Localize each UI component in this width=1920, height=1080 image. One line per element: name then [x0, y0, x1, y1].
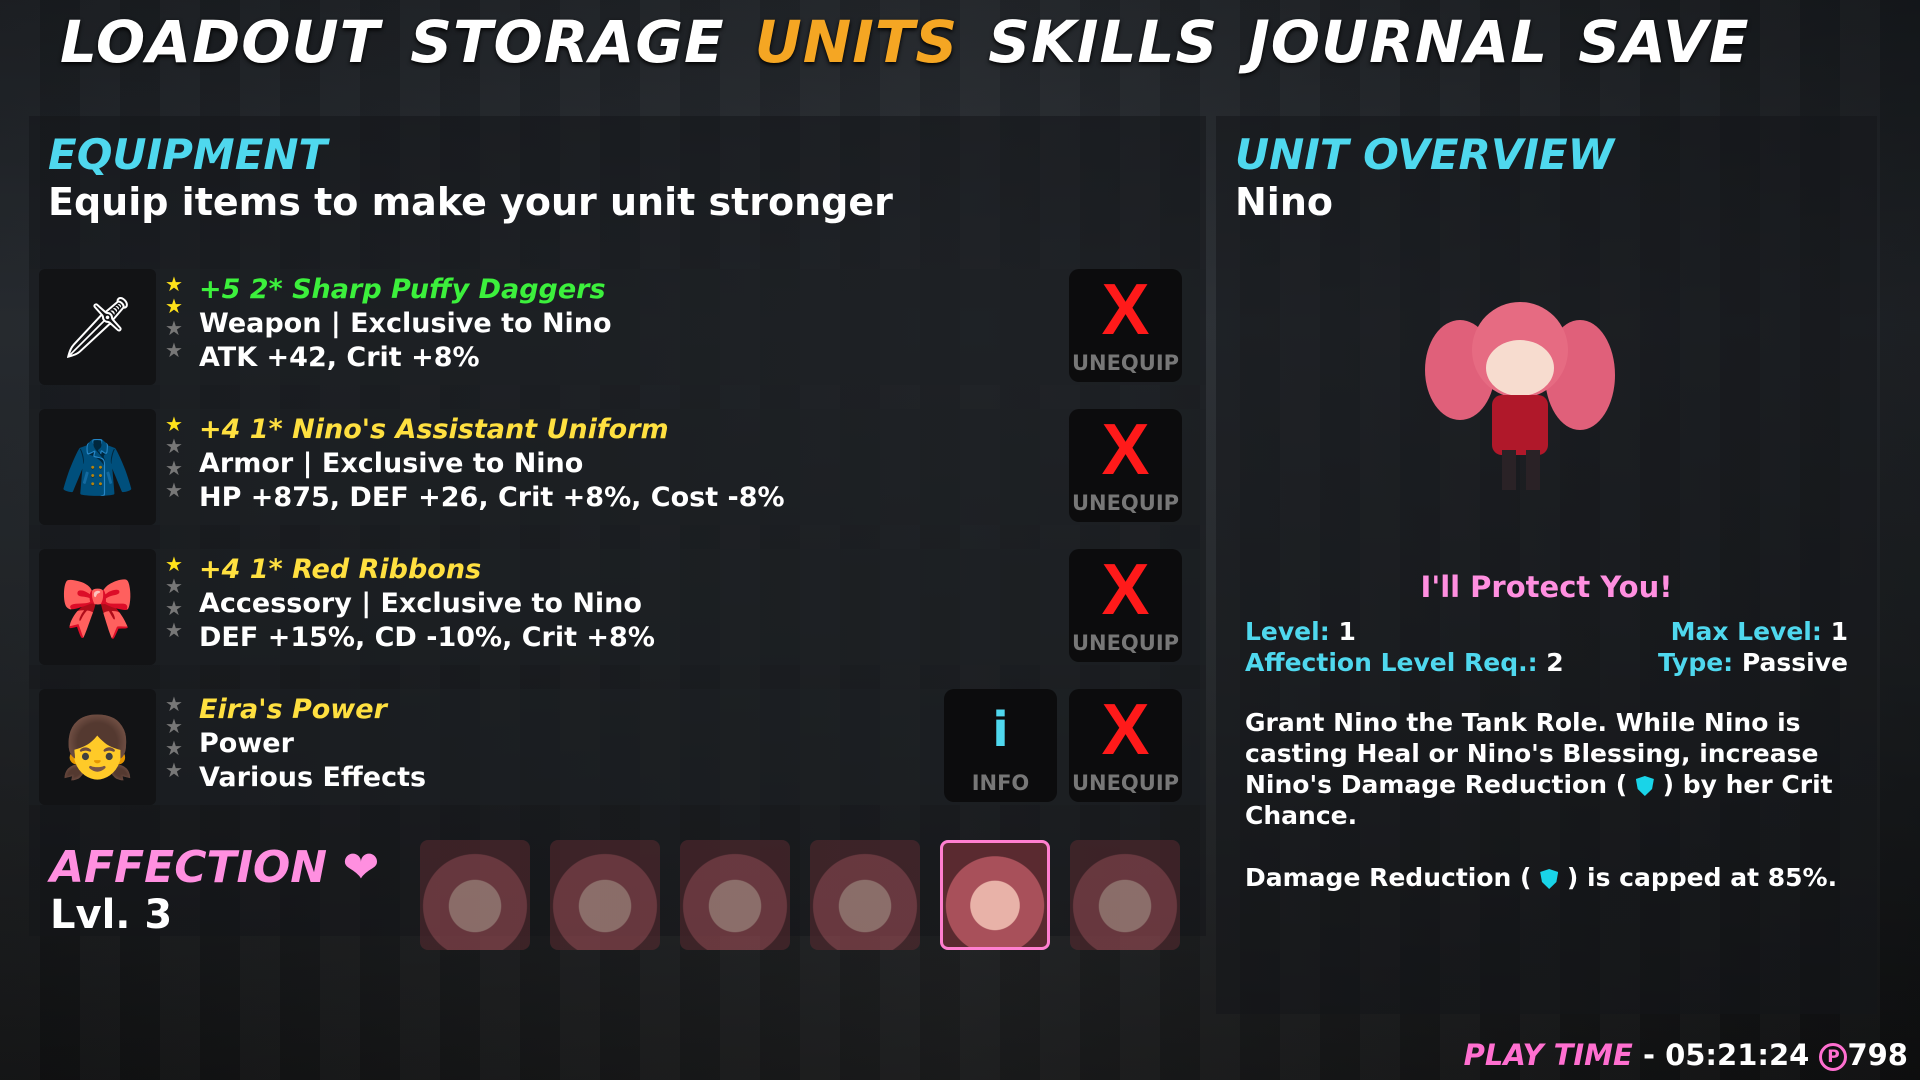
- affection-req-stat: Affection Level Req.: 2: [1245, 648, 1564, 677]
- info-icon: i: [992, 702, 1009, 758]
- item-stats: HP +875, DEF +26, Crit +8%, Cost -8%: [199, 482, 785, 513]
- star-icon: ★: [165, 434, 183, 458]
- nav-loadout[interactable]: LOADOUT: [60, 8, 381, 76]
- top-nav: LOADOUT STORAGE UNITS SKILLS JOURNAL SAV…: [60, 8, 1749, 76]
- item-name: Eira's Power: [199, 694, 387, 725]
- nav-journal[interactable]: JOURNAL: [1248, 8, 1549, 76]
- star-icon: ★: [165, 736, 183, 760]
- rarity-stars: ★ ★ ★ ★: [165, 553, 183, 641]
- x-icon: X: [1101, 550, 1150, 630]
- type-stat: Type: Passive: [1657, 648, 1848, 677]
- equipment-slot[interactable]: 🎀 ★ ★ ★ ★ +4 1* Red Ribbons Accessory | Exc…: [29, 549, 1206, 665]
- x-icon: X: [1101, 410, 1150, 490]
- affection-title: AFFECTION ❤: [50, 842, 380, 893]
- item-type: Weapon | Exclusive to Nino: [199, 308, 612, 339]
- unequip-button[interactable]: X UNEQUIP: [1069, 549, 1182, 662]
- item-stats: ATK +42, Crit +8%: [199, 342, 480, 373]
- equipment-subtitle: Equip items to make your unit stronger: [48, 180, 893, 224]
- star-icon: ★: [165, 758, 183, 782]
- equipment-slot[interactable]: 🧥 ★ ★ ★ ★ +4 1* Nino's Assistant Uniform Ar…: [29, 409, 1206, 525]
- rarity-stars: ★ ★ ★ ★: [165, 413, 183, 501]
- footer-status: PLAY TIME - 05:21:24 P 798: [1463, 1038, 1908, 1072]
- nav-storage[interactable]: STORAGE: [410, 8, 725, 76]
- star-icon: ★: [165, 294, 183, 318]
- shield-icon: [1540, 869, 1559, 889]
- item-stats: Various Effects: [199, 762, 427, 793]
- affection-level: Lvl. 3: [50, 892, 173, 938]
- uniform-icon: 🧥: [39, 409, 156, 525]
- star-icon: ★: [165, 478, 183, 502]
- affection-portrait[interactable]: [420, 840, 530, 950]
- currency-amount: 798: [1847, 1038, 1908, 1072]
- x-icon: X: [1101, 270, 1150, 350]
- item-type: Armor | Exclusive to Nino: [199, 448, 584, 479]
- star-icon: ★: [165, 574, 183, 598]
- item-name: +4 1* Red Ribbons: [199, 554, 482, 585]
- unequip-button[interactable]: X UNEQUIP: [1069, 409, 1182, 522]
- star-icon: ★: [165, 316, 183, 340]
- star-icon: ★: [165, 412, 183, 436]
- nino-chibi-sprite: [1425, 302, 1615, 490]
- unequip-button[interactable]: X UNEQUIP: [1069, 269, 1182, 382]
- affection-portrait[interactable]: [680, 840, 790, 950]
- star-icon: ★: [165, 338, 183, 362]
- eira-portrait: 👧: [39, 689, 156, 805]
- nav-units[interactable]: UNITS: [754, 8, 959, 76]
- currency-icon: P: [1819, 1043, 1848, 1071]
- rarity-stars: ★ ★ ★ ★: [165, 693, 183, 781]
- affection-portrait[interactable]: [940, 840, 1050, 950]
- star-icon: ★: [165, 272, 183, 296]
- unit-name: Nino: [1235, 180, 1333, 224]
- star-icon: ★: [165, 596, 183, 620]
- overview-title: UNIT OVERVIEW: [1235, 130, 1615, 179]
- ribbon-icon: 🎀: [39, 549, 156, 665]
- affection-portrait[interactable]: [550, 840, 660, 950]
- play-time: 05:21:24: [1665, 1038, 1810, 1072]
- info-button[interactable]: i INFO: [944, 689, 1057, 802]
- equipment-slot[interactable]: 🗡 ★ ★ ★ ★ +5 2* Sharp Puffy Daggers Weapon …: [29, 269, 1206, 385]
- skill-name: I'll Protect You!: [1420, 570, 1673, 604]
- dagger-icon: 🗡: [39, 269, 156, 385]
- item-type: Power: [199, 728, 294, 759]
- max-level-stat: Max Level: 1: [1670, 617, 1848, 646]
- x-icon: X: [1101, 690, 1150, 770]
- level-stat: Level: 1: [1245, 617, 1356, 646]
- item-type: Accessory | Exclusive to Nino: [199, 588, 642, 619]
- item-name: +5 2* Sharp Puffy Daggers: [199, 274, 606, 305]
- affection-portrait[interactable]: [1070, 840, 1180, 950]
- star-icon: ★: [165, 692, 183, 716]
- affection-portrait[interactable]: [810, 840, 920, 950]
- shield-icon: [1635, 776, 1654, 796]
- nav-skills[interactable]: SKILLS: [988, 8, 1219, 76]
- nav-save[interactable]: SAVE: [1578, 8, 1750, 76]
- heart-icon: ❤: [342, 842, 380, 893]
- equipment-slot[interactable]: 👧 ★ ★ ★ ★ Eira's Power Power Various Effect…: [29, 689, 1206, 805]
- star-icon: ★: [165, 618, 183, 642]
- unequip-button[interactable]: X UNEQUIP: [1069, 689, 1182, 802]
- item-name: +4 1* Nino's Assistant Uniform: [199, 414, 669, 445]
- star-icon: ★: [165, 552, 183, 576]
- item-stats: DEF +15%, CD -10%, Crit +8%: [199, 622, 655, 653]
- unit-overview-panel: [1216, 116, 1877, 1014]
- star-icon: ★: [165, 456, 183, 480]
- equipment-title: EQUIPMENT: [48, 130, 328, 179]
- skill-description: Grant Nino the Tank Role. While Nino is …: [1245, 708, 1838, 892]
- equipment-panel: [29, 116, 1206, 936]
- star-icon: ★: [165, 714, 183, 738]
- rarity-stars: ★ ★ ★ ★: [165, 273, 183, 361]
